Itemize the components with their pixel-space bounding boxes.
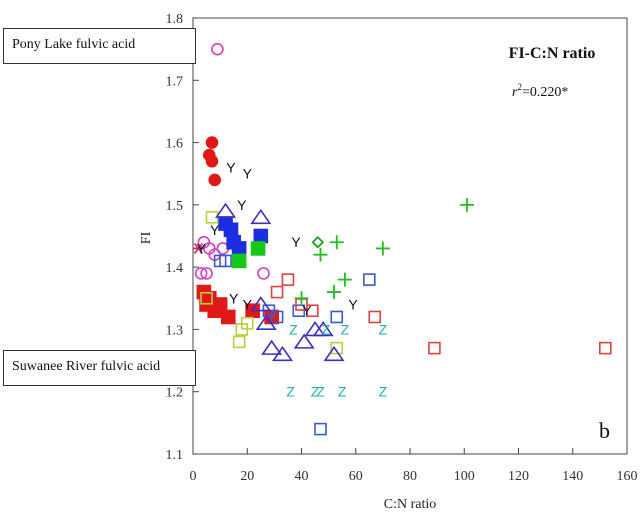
data-point-square <box>253 228 269 244</box>
data-point-square <box>314 422 327 436</box>
data-point-star <box>192 242 205 254</box>
data-point-plus <box>459 197 474 212</box>
data-point-circle <box>194 267 208 280</box>
y-tick-label: 1.2 <box>166 386 184 401</box>
data-point-letter-z: Z <box>341 321 350 337</box>
y-tick-label: 1.4 <box>166 261 184 276</box>
data-point-plus <box>327 285 342 300</box>
data-point-letter-y: Y <box>243 297 253 313</box>
data-point-letter-y: Y <box>291 234 301 250</box>
data-point-square <box>270 310 284 324</box>
x-tick-label: 100 <box>454 469 475 484</box>
x-tick-label: 140 <box>562 469 583 484</box>
y-tick-label: 1.5 <box>166 199 184 214</box>
data-point-square <box>330 341 344 355</box>
data-point-circle <box>205 154 219 168</box>
data-point-triangle <box>255 314 277 331</box>
data-point-plus <box>329 235 344 250</box>
x-axis-title: C:N ratio <box>384 497 437 512</box>
data-point-circle <box>205 136 219 149</box>
data-point-square <box>231 253 247 269</box>
data-point-letter-z: Z <box>379 321 388 337</box>
data-point-square <box>220 309 236 325</box>
data-point-square <box>428 341 441 355</box>
data-point-square <box>330 310 344 324</box>
r-squared-annotation: r2=0.220* <box>512 82 568 100</box>
data-point-triangle <box>250 208 272 225</box>
data-point-square <box>231 241 247 256</box>
y-tick-label: 1.8 <box>166 12 184 27</box>
pony-lake-label: Pony Lake fulvic acid <box>3 28 196 64</box>
data-point-letter-z: Z <box>289 321 298 337</box>
data-point-triangle <box>293 333 315 349</box>
data-point-letter-y: Y <box>302 303 312 319</box>
data-point-triangle <box>312 321 334 337</box>
data-point-square <box>250 241 266 256</box>
data-point-letter-y: Y <box>210 222 220 238</box>
data-point-diamond <box>311 235 325 249</box>
x-tick-label: 60 <box>349 469 363 484</box>
data-point-square <box>363 273 376 286</box>
x-tick-label: 0 <box>190 469 197 484</box>
data-point-square <box>306 304 319 318</box>
data-point-square <box>223 222 239 238</box>
data-point-triangle <box>215 202 237 218</box>
data-point-plus <box>375 241 390 256</box>
data-point-triangle <box>250 296 272 312</box>
panel-letter: b <box>599 418 610 443</box>
data-point-letter-z: Z <box>286 384 295 400</box>
data-point-square <box>281 273 295 286</box>
data-point-circle <box>211 42 224 56</box>
data-point-triangle <box>323 345 345 362</box>
data-point-letter-y: Y <box>226 159 236 175</box>
data-point-triangle <box>261 339 283 355</box>
data-point-square <box>598 341 612 355</box>
y-tick-label: 1.7 <box>166 74 184 89</box>
x-tick-label: 120 <box>508 469 529 484</box>
data-point-letter-y: Y <box>348 297 358 313</box>
data-point-circle <box>200 267 213 280</box>
data-point-plus <box>294 291 309 306</box>
data-point-square <box>232 335 246 349</box>
data-point-plus <box>337 272 352 287</box>
data-point-letter-z: Z <box>316 384 325 400</box>
data-point-letter-z: Z <box>338 384 347 400</box>
data-point-letter-z: Z <box>311 384 320 400</box>
data-point-square <box>368 310 382 324</box>
y-axis-title: FI <box>139 231 154 244</box>
x-tick-label: 80 <box>403 469 417 484</box>
data-point-square <box>240 316 254 330</box>
data-point-plus <box>313 247 328 262</box>
data-point-square <box>200 291 213 305</box>
data-point-letter-y: Y <box>229 290 239 306</box>
data-point-circle <box>208 173 221 187</box>
y-tick-label: 1.3 <box>166 323 184 338</box>
x-axis: 0 20 40 60 80 100 120 140 160 <box>190 448 638 484</box>
suwanee-river-label: Suwanee River fulvic acid <box>3 350 196 386</box>
chart-title: FI-C:N ratio <box>509 45 596 62</box>
data-point-letter-y: Y <box>196 240 206 256</box>
data-point-square <box>219 254 232 268</box>
y-tick-label: 1.1 <box>166 448 184 463</box>
data-point-triangle <box>271 345 294 362</box>
data-point-letter-z: Z <box>379 384 388 400</box>
data-point-letter-z: Z <box>322 321 331 337</box>
y-axis: 1.1 1.2 1.3 1.4 1.5 1.6 1.7 1.8 <box>166 12 199 463</box>
data-point-square <box>270 285 284 299</box>
x-tick-label: 20 <box>240 469 254 484</box>
x-tick-label: 40 <box>295 469 309 484</box>
x-tick-label: 160 <box>617 469 638 484</box>
y-tick-label: 1.6 <box>166 137 184 152</box>
data-point-circle <box>257 267 270 280</box>
data-point-letter-y: Y <box>237 197 247 213</box>
data-point-letter-y: Y <box>243 166 253 182</box>
